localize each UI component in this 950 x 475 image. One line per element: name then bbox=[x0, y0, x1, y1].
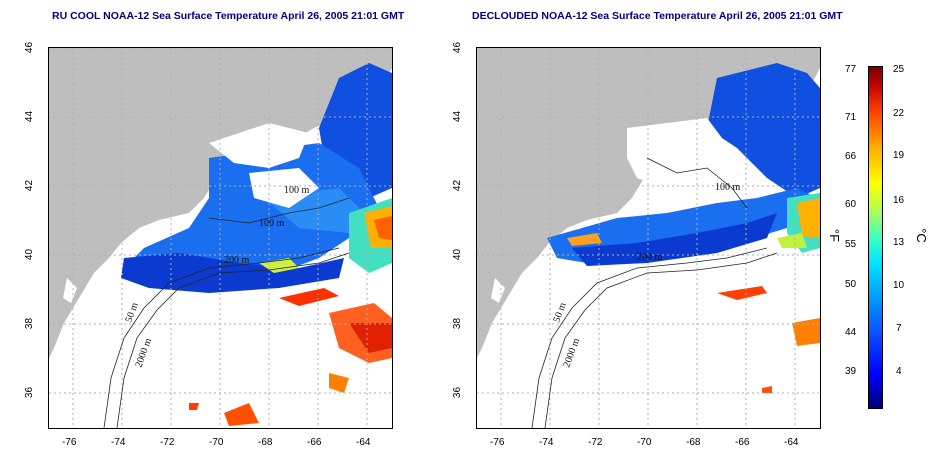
y-tick-label: 42 bbox=[452, 179, 464, 192]
y-tick-label: 38 bbox=[452, 317, 464, 330]
x-tick-label: -70 bbox=[209, 437, 224, 448]
x-tick-label: -66 bbox=[307, 437, 322, 448]
left-map: 50 m 2000 m 200 m 100 m 100 m bbox=[48, 47, 393, 429]
left-clouds bbox=[209, 123, 319, 208]
y-tick-label: 40 bbox=[452, 248, 464, 261]
right-map-title: DECLOUDED NOAA-12 Sea Surface Temperatur… bbox=[472, 10, 843, 22]
x-tick-label: -68 bbox=[258, 437, 273, 448]
left-contour-label: 100 m bbox=[284, 185, 310, 196]
left-land-mass bbox=[49, 48, 392, 358]
left-contour-label: 50 m bbox=[123, 301, 140, 324]
right-map: 50 m 2000 m 200 m 100 m bbox=[476, 47, 821, 429]
fahrenheit-tick: 66 bbox=[845, 151, 857, 162]
fahrenheit-tick: 44 bbox=[845, 327, 857, 338]
fahrenheit-tick: 55 bbox=[845, 239, 857, 250]
x-tick-label: -64 bbox=[356, 437, 371, 448]
celsius-unit-label: °C bbox=[913, 228, 929, 243]
y-tick-label: 46 bbox=[24, 41, 36, 54]
x-tick-label: -72 bbox=[588, 437, 603, 448]
left-contour-label: 200 m bbox=[224, 255, 250, 266]
left-grid bbox=[49, 48, 392, 428]
celsius-tick: 7 bbox=[896, 323, 902, 334]
fahrenheit-tick: 39 bbox=[845, 366, 857, 377]
fahrenheit-tick: 71 bbox=[845, 112, 857, 123]
celsius-tick: 22 bbox=[893, 108, 905, 119]
left-contour-label: 100 m bbox=[259, 218, 285, 229]
fahrenheit-tick: 50 bbox=[845, 279, 857, 290]
x-tick-label: -76 bbox=[490, 437, 505, 448]
x-tick-label: -74 bbox=[111, 437, 126, 448]
y-tick-label: 42 bbox=[24, 179, 36, 192]
celsius-tick: 4 bbox=[896, 366, 902, 377]
y-tick-label: 36 bbox=[24, 386, 36, 399]
celsius-tick: 10 bbox=[893, 280, 905, 291]
y-tick-label: 44 bbox=[24, 110, 36, 123]
left-sst-warm bbox=[189, 198, 392, 426]
celsius-tick: 19 bbox=[893, 150, 905, 161]
left-bathymetry-contours bbox=[103, 197, 350, 428]
right-grid bbox=[477, 48, 820, 428]
y-tick-label: 44 bbox=[452, 110, 464, 123]
celsius-tick: 25 bbox=[893, 64, 905, 75]
fahrenheit-tick: 77 bbox=[845, 64, 857, 75]
x-tick-label: -64 bbox=[784, 437, 799, 448]
left-map-title: RU COOL NOAA-12 Sea Surface Temperature … bbox=[52, 10, 405, 22]
y-tick-label: 46 bbox=[452, 41, 464, 54]
right-contour-label: 50 m bbox=[551, 301, 568, 324]
x-tick-label: -70 bbox=[637, 437, 652, 448]
x-tick-label: -68 bbox=[686, 437, 701, 448]
y-tick-label: 38 bbox=[24, 317, 36, 330]
y-tick-label: 40 bbox=[24, 248, 36, 261]
right-contour-label: 100 m bbox=[715, 182, 741, 193]
temperature-colorbar bbox=[868, 66, 883, 409]
y-tick-label: 36 bbox=[452, 386, 464, 399]
right-sst-cold bbox=[547, 63, 820, 266]
celsius-tick: 16 bbox=[893, 195, 905, 206]
fahrenheit-tick: 60 bbox=[845, 199, 857, 210]
x-tick-label: -76 bbox=[62, 437, 77, 448]
right-bathymetry-contours bbox=[531, 157, 778, 428]
fahrenheit-unit-label: °F bbox=[827, 228, 843, 243]
x-tick-label: -66 bbox=[735, 437, 750, 448]
x-tick-label: -74 bbox=[539, 437, 554, 448]
right-contour-label: 2000 m bbox=[561, 337, 582, 369]
x-tick-label: -72 bbox=[160, 437, 175, 448]
right-clouds bbox=[627, 118, 737, 193]
celsius-tick: 13 bbox=[893, 237, 905, 248]
right-contour-label: 200 m bbox=[637, 252, 663, 263]
left-contour-label: 2000 m bbox=[133, 337, 154, 369]
